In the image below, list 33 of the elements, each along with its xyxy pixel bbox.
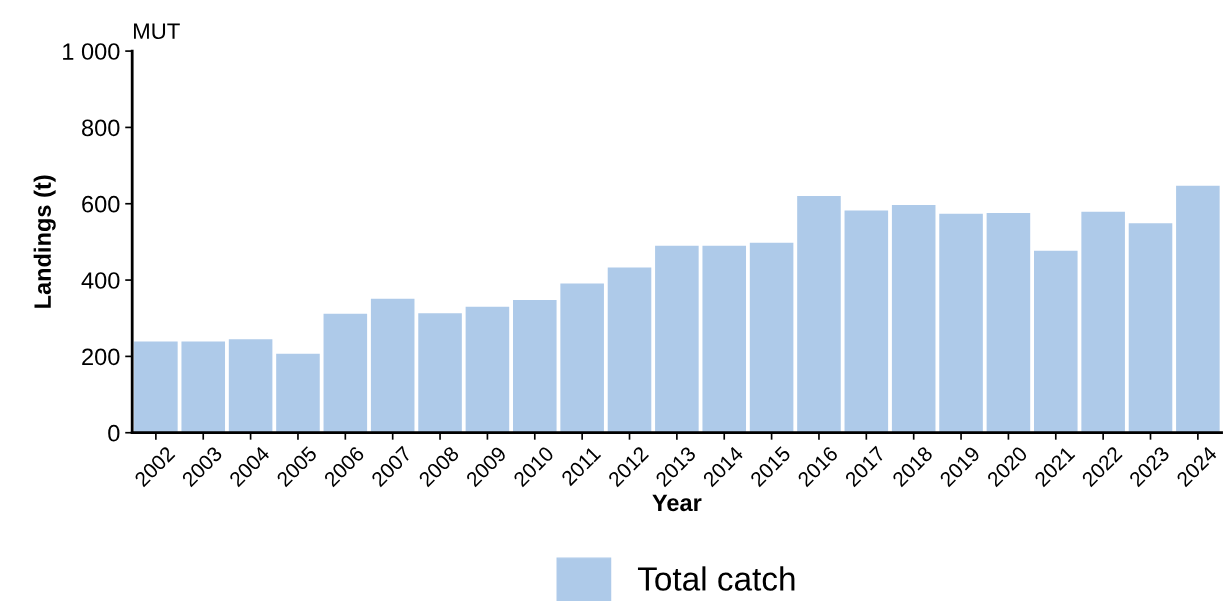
y-tick-label: 200 [82,348,120,366]
bar [323,313,368,433]
bar [228,339,273,433]
bar [370,298,415,433]
bar [702,245,747,433]
bar [560,283,604,433]
bar [844,210,889,433]
bar [134,341,178,433]
bar [1081,211,1125,433]
bar [655,245,699,433]
bar [1176,185,1220,433]
bar [1128,223,1173,433]
bar [607,267,652,433]
bar [939,213,983,433]
y-tick-label: 800 [82,119,120,137]
bar [1033,250,1078,433]
bar [181,341,226,433]
bar [276,353,320,433]
y-tick-label: 400 [81,272,120,289]
bar [986,212,1031,433]
chart-title: MUT [134,23,180,40]
bar [418,313,462,433]
bar [512,299,557,433]
x-axis-title: Year [652,494,702,512]
bar [749,242,794,433]
bar [891,204,936,433]
y-axis-title: Landings (t) [33,175,56,308]
y-tick-label: 0 [108,424,120,442]
legend-label: Total catch [637,566,795,591]
y-tick-label: 1 000 [63,43,120,60]
bar [465,306,510,433]
y-tick-label: 600 [82,195,120,213]
bar [797,196,841,433]
